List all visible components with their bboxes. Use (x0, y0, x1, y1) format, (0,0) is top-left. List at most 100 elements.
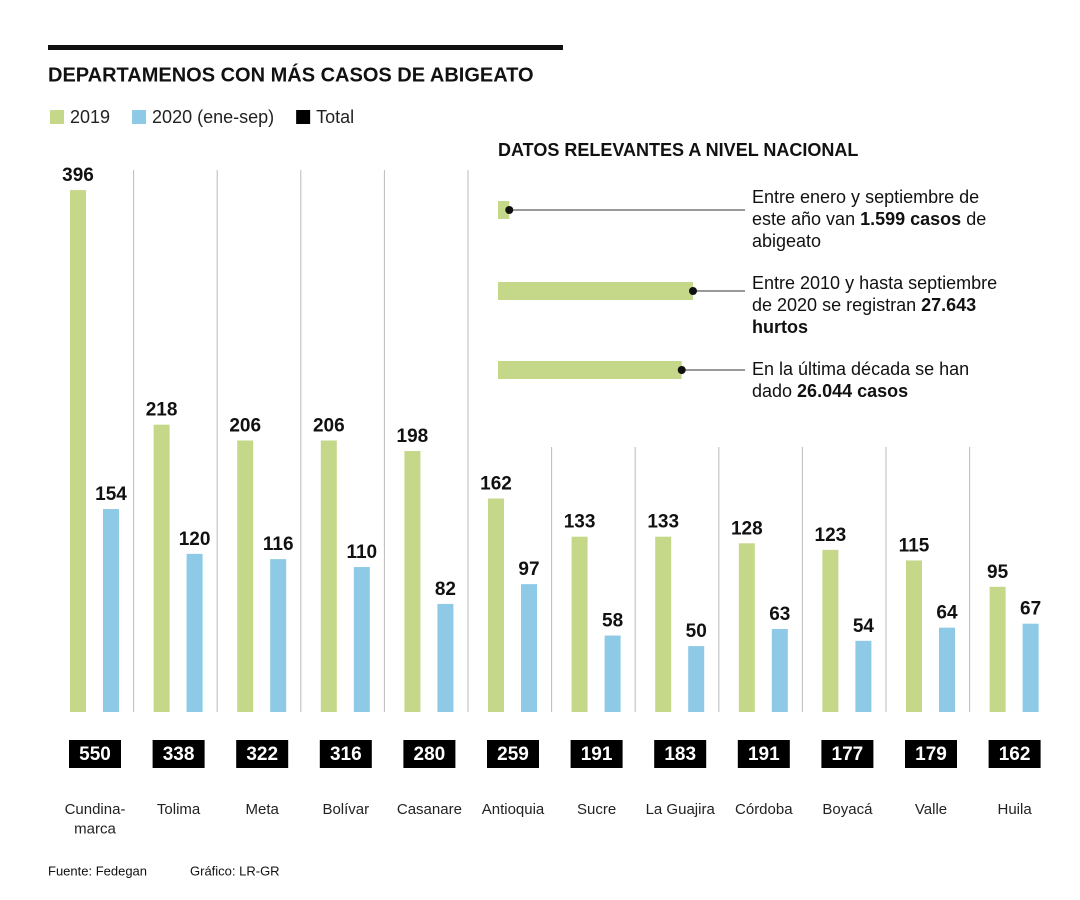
panel-title: DATOS RELEVANTES A NIVEL NACIONAL (498, 140, 858, 160)
value-label: 58 (602, 611, 623, 632)
total-label: 338 (163, 744, 195, 765)
value-label: 154 (95, 484, 127, 505)
value-label: 116 (263, 534, 294, 555)
value-label: 115 (899, 535, 930, 556)
category-label: Valle (915, 801, 947, 818)
panel-text-bold: 27.643 hurtos (752, 295, 977, 337)
value-label: 110 (346, 542, 377, 563)
bar (571, 536, 588, 712)
panel-text: Entre 2010 y hasta septiembre de 2020 se… (752, 272, 1002, 338)
category-label: Tolima (157, 801, 201, 818)
value-label: 82 (435, 579, 456, 600)
panel-bar (498, 201, 510, 219)
total-label: 280 (414, 744, 446, 765)
panel-text: Entre enero y septiembre de este año van… (752, 186, 1002, 252)
total-label: 179 (915, 744, 947, 765)
credit: Gráfico: LR-GR (190, 863, 280, 878)
total-label: 550 (79, 744, 111, 765)
bar (270, 559, 287, 712)
value-label: 218 (146, 400, 178, 421)
total-box (654, 740, 707, 768)
category-label: La Guajira (646, 801, 716, 818)
panel-text-before: Entre enero y septiembre de este año van (752, 187, 980, 229)
value-label: 133 (564, 512, 596, 533)
legend-label: 2019 (70, 107, 110, 127)
total-label: 191 (581, 744, 613, 765)
panel-dot (505, 206, 514, 214)
total-box (905, 740, 957, 768)
bar (688, 646, 705, 712)
chart-title: DEPARTAMENOS CON MÁS CASOS DE ABIGEATO (48, 63, 534, 86)
bar (404, 451, 421, 712)
bar (655, 536, 672, 712)
bar (320, 440, 337, 712)
total-label: 322 (246, 744, 278, 765)
bar (939, 627, 955, 712)
bar (488, 498, 504, 712)
value-label: 64 (936, 603, 958, 624)
value-label: 54 (853, 616, 875, 637)
bar (822, 549, 839, 712)
panel-text-before: Entre 2010 y hasta septiembre de 2020 se… (752, 273, 998, 315)
total-box (737, 740, 790, 768)
value-label: 67 (1020, 599, 1041, 620)
value-label: 133 (647, 512, 679, 533)
value-label: 120 (179, 529, 211, 550)
bar (237, 440, 254, 712)
value-label: 162 (480, 473, 512, 494)
total-box (487, 740, 539, 768)
value-label: 206 (313, 416, 345, 437)
panel-text-after: de abigeato (752, 209, 987, 251)
panel-dot (677, 366, 686, 374)
bar (771, 628, 788, 712)
title-rule (48, 45, 563, 50)
total-box (69, 740, 121, 768)
bar (604, 635, 621, 712)
total-box (152, 740, 205, 768)
total-label: 191 (748, 744, 780, 765)
bar (70, 190, 86, 712)
category-label: Boyacá (822, 801, 873, 818)
total-label: 316 (330, 744, 362, 765)
panel-text: En la última década se han dado 26.044 c… (752, 358, 1002, 402)
category-label: Sucre (577, 801, 616, 818)
total-box (403, 740, 456, 768)
bar (855, 640, 872, 712)
bar (186, 553, 203, 712)
legend-swatch (296, 110, 311, 124)
legend-label: Total (316, 107, 354, 127)
value-label: 123 (815, 525, 847, 546)
bar (906, 560, 922, 712)
category-label: Casanare (397, 801, 462, 818)
value-label: 95 (987, 562, 1009, 583)
panel-text-bold: 26.044 casos (797, 381, 909, 401)
bar (1022, 623, 1039, 712)
category-label: Huila (998, 801, 1033, 818)
value-label: 97 (518, 559, 539, 580)
panel-bar (498, 282, 693, 300)
total-box (570, 740, 623, 768)
panel-dot (689, 287, 697, 295)
total-label: 162 (999, 744, 1031, 765)
category-label: Meta (246, 801, 280, 818)
value-label: 63 (769, 604, 790, 625)
panel-text-bold: 1.599 casos (860, 209, 962, 229)
value-label: 396 (62, 165, 94, 186)
legend-label: 2020 (ene-sep) (152, 107, 274, 127)
total-label: 183 (664, 744, 696, 765)
value-label: 128 (731, 518, 763, 539)
category-label: Antioquia (482, 801, 545, 818)
bar (153, 424, 170, 712)
legend-swatch (132, 110, 147, 124)
value-label: 198 (397, 426, 429, 447)
total-box (319, 740, 372, 768)
legend-swatch (50, 110, 64, 124)
bar (989, 586, 1006, 712)
total-box (821, 740, 874, 768)
bar (103, 509, 119, 712)
total-box (988, 740, 1041, 768)
source: Fuente: Fedegan (48, 863, 147, 878)
value-label: 206 (229, 416, 261, 437)
category-label: Bolívar (322, 801, 369, 818)
